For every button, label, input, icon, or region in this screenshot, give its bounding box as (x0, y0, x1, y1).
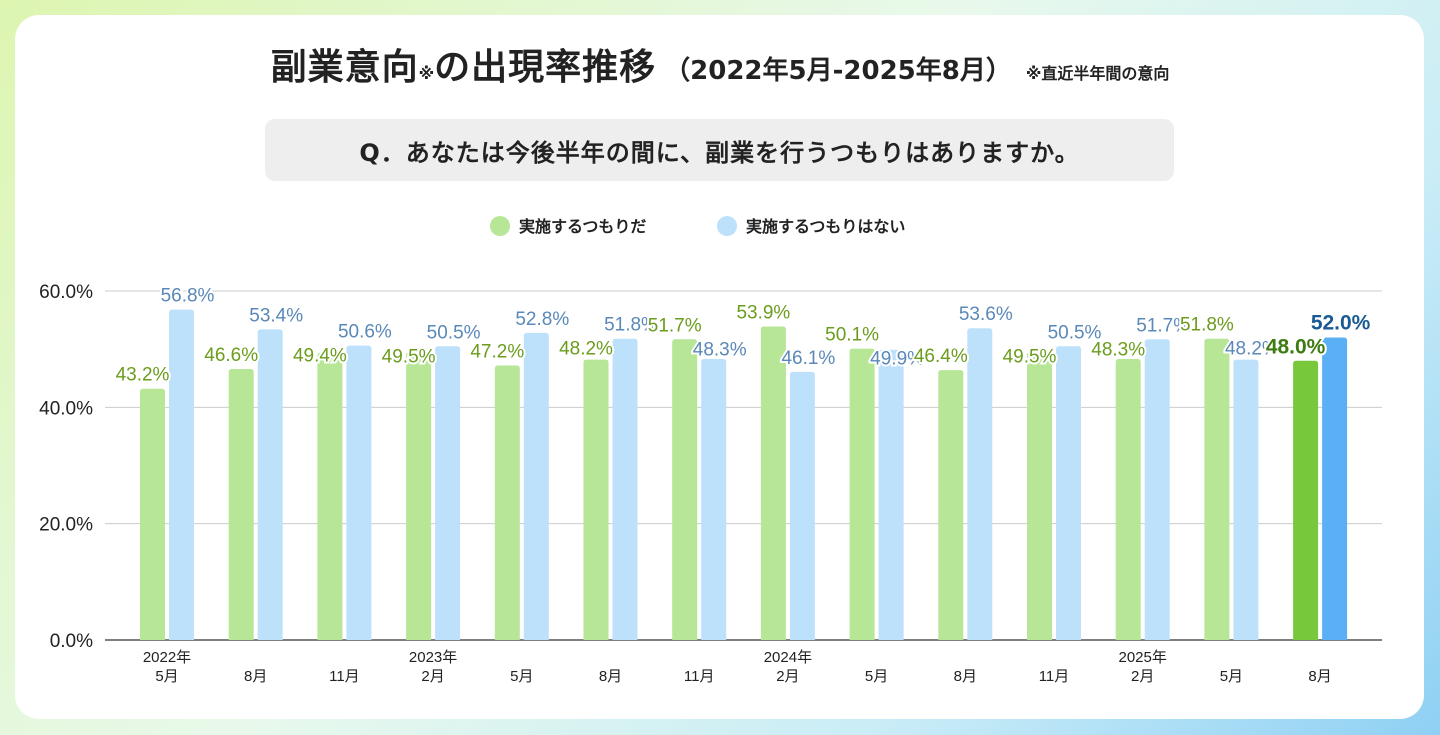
data-label-series2: 50.5% (1048, 322, 1102, 343)
data-label-series2: 46.1% (781, 348, 835, 369)
title-mark: ※ (418, 64, 435, 83)
x-tick-month-label: 11月 (1039, 668, 1070, 685)
data-label-series1: 51.7% (648, 315, 702, 336)
data-label-series2: 48.3% (693, 339, 747, 360)
x-tick-month-label: 8月 (1308, 668, 1331, 685)
data-label-series1: 50.1% (825, 325, 879, 346)
bar-series1 (1027, 352, 1052, 640)
data-label-series2: 53.4% (249, 305, 303, 326)
bar-series1 (583, 359, 609, 640)
data-label-series2: 52.8% (515, 309, 569, 330)
x-tick-month-label: 2月 (421, 668, 444, 685)
bar-series2 (523, 332, 549, 640)
bar-series1 (228, 368, 254, 640)
legend-swatch-series2 (717, 216, 737, 236)
x-tick-year-label: 2025年 (1119, 649, 1167, 666)
bar-series1 (938, 370, 964, 640)
data-label-series1: 49.5% (1003, 346, 1057, 367)
title-rest: の出現率推移 (434, 47, 657, 88)
bar-series2 (1144, 339, 1170, 640)
x-tick-month-label: 8月 (599, 668, 622, 685)
x-tick-year-label: 2024年 (764, 649, 812, 666)
bar-series1 (760, 326, 786, 640)
legend-swatch-series1 (490, 216, 510, 236)
data-label-series1: 46.6% (204, 345, 258, 366)
data-label-series2: 50.5% (427, 322, 481, 343)
bar-series1 (406, 352, 432, 640)
x-tick-month-label: 11月 (329, 668, 360, 685)
data-label-series2: 50.6% (338, 322, 392, 343)
bar-series2 (612, 338, 638, 640)
bar-series2 (1322, 337, 1348, 640)
bar-series1 (849, 348, 875, 640)
data-label-series1: 53.9% (736, 302, 790, 323)
bar-series2 (967, 328, 993, 640)
data-label-series1: 49.5% (382, 346, 436, 367)
x-tick-month-label: 5月 (865, 668, 888, 685)
title-note: ※直近半年間の意向 (1025, 64, 1170, 83)
data-label-series1: 46.4% (914, 346, 968, 367)
bar-series2 (1056, 346, 1081, 640)
y-tick-label: 20.0% (39, 515, 93, 536)
title-period: （2022年5月-2025年8月） (664, 56, 1012, 86)
bar-series1 (1204, 338, 1230, 640)
x-tick-month-label: 8月 (244, 668, 267, 685)
data-label-series1: 48.3% (1091, 339, 1145, 360)
bar-series2 (1233, 359, 1259, 640)
data-label-series1: 43.2% (116, 365, 170, 386)
x-tick-month-label: 11月 (684, 668, 715, 685)
data-label-series2: 56.8% (161, 286, 215, 307)
x-tick-month-label: 2月 (776, 668, 799, 685)
data-label-series2: 49.9% (870, 349, 924, 370)
bar-series2 (878, 349, 904, 640)
data-label-series1: 47.2% (470, 341, 524, 362)
bar-series2 (789, 371, 815, 640)
x-tick-month-label: 2月 (1131, 668, 1154, 685)
bar-series2 (435, 346, 461, 640)
x-tick-year-label: 2023年 (409, 649, 457, 666)
bar-series1 (317, 352, 343, 640)
data-label-series1: 48.2% (559, 339, 613, 360)
bar-series1 (1115, 359, 1141, 640)
x-tick-month-label: 5月 (1220, 668, 1243, 685)
bar-series2 (701, 359, 727, 640)
y-tick-label: 0.0% (50, 631, 93, 652)
data-label-series2: 51.8% (604, 315, 658, 336)
question-text: Q．あなたは今後半年の間に、副業を行うつもりはありますか。 (359, 138, 1080, 167)
legend-label-series2: 実施するつもりはない (746, 217, 905, 236)
bar-series2 (169, 309, 194, 640)
data-label-series2: 51.7% (1136, 315, 1190, 336)
data-label-series2: 52.0% (1311, 312, 1371, 335)
data-label-series1: 49.4% (293, 346, 347, 367)
data-label-series2: 48.2% (1225, 339, 1279, 360)
x-tick-month-label: 5月 (510, 668, 533, 685)
x-tick-year-label: 2022年 (143, 649, 191, 666)
data-label-series1: 51.8% (1180, 315, 1234, 336)
bar-series2 (257, 329, 283, 640)
data-label-series2: 53.6% (959, 304, 1013, 325)
y-tick-label: 40.0% (39, 398, 93, 419)
legend-label-series1: 実施するつもりだ (519, 217, 646, 236)
bar-series1 (1293, 360, 1319, 640)
question-box: Q．あなたは今後半年の間に、副業を行うつもりはありますか。 (265, 119, 1174, 181)
x-tick-month-label: 8月 (954, 668, 977, 685)
x-tick-month-label: 5月 (155, 668, 178, 685)
bar-series1 (672, 339, 698, 640)
y-tick-label: 60.0% (39, 282, 93, 303)
bar-series1 (494, 365, 520, 640)
bar-series1 (140, 388, 165, 640)
title-main: 副業意向 (270, 47, 419, 88)
chart-title: 副業意向※の出現率推移 （2022年5月-2025年8月） ※直近半年間の意向 (0, 38, 1440, 90)
bar-series2 (346, 345, 372, 640)
data-label-series1: 48.0% (1266, 336, 1326, 359)
